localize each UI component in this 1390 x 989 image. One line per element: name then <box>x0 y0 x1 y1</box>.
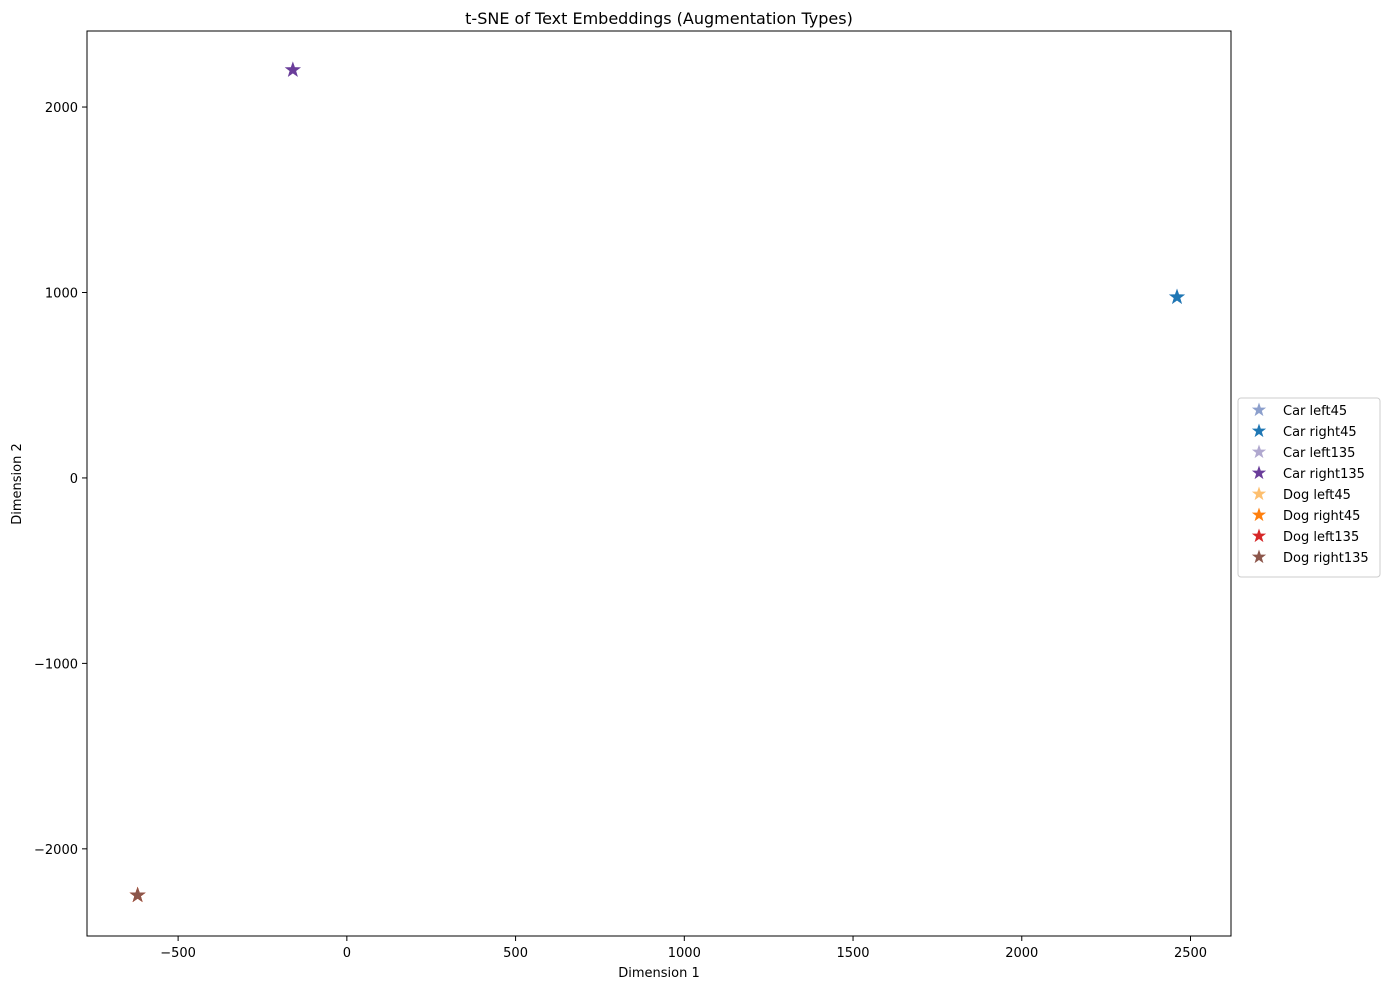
legend-label: Dog right45 <box>1283 509 1360 524</box>
x-tick-label: 1500 <box>836 946 869 961</box>
x-tick-label: 2500 <box>1174 946 1207 961</box>
y-axis-label: Dimension 2 <box>10 443 25 525</box>
legend-marker <box>1251 528 1267 543</box>
x-tick-label: −500 <box>160 946 196 961</box>
legend-label: Car right45 <box>1283 425 1357 440</box>
x-tick-label: 1000 <box>668 946 701 961</box>
legend: Car left45 Car right45 Car left135 Car righ… <box>1237 397 1381 578</box>
data-point-dog-right135 <box>129 886 146 903</box>
plot-frame <box>86 30 1232 937</box>
legend-marker <box>1251 444 1267 459</box>
data-point-car-right135 <box>284 61 301 77</box>
y-tick-label: −1000 <box>34 657 78 672</box>
legend-box <box>1237 397 1381 578</box>
y-axis-ticks: −2000 −1000 0 1000 2000 <box>34 101 87 858</box>
scatter-points <box>129 61 1186 903</box>
x-tick-label: 2000 <box>1005 946 1038 961</box>
legend-label: Dog right135 <box>1283 551 1369 566</box>
legend-label: Car left45 <box>1283 404 1347 419</box>
y-tick-label: 2000 <box>45 101 78 116</box>
legend-marker <box>1251 423 1267 438</box>
legend-label: Car right135 <box>1283 467 1365 482</box>
legend-marker <box>1251 465 1267 480</box>
legend-marker <box>1251 486 1267 501</box>
y-tick-label: 0 <box>70 472 78 487</box>
legend-label: Car left135 <box>1283 446 1355 461</box>
legend-marker <box>1251 402 1267 417</box>
y-tick-label: 1000 <box>45 286 78 301</box>
chart-title: t-SNE of Text Embeddings (Augmentation T… <box>465 9 853 28</box>
x-axis-label: Dimension 1 <box>618 966 700 981</box>
x-tick-label: 0 <box>343 946 351 961</box>
data-point-car-right45 <box>1168 288 1186 304</box>
y-tick-label: −2000 <box>34 843 78 858</box>
legend-label: Dog left45 <box>1283 488 1351 503</box>
legend-label: Dog left135 <box>1283 530 1359 545</box>
legend-marker <box>1251 549 1267 564</box>
x-tick-label: 500 <box>503 946 528 961</box>
x-axis-ticks: −500 0 500 1000 1500 2000 2500 <box>160 936 1207 961</box>
legend-marker <box>1251 507 1267 522</box>
